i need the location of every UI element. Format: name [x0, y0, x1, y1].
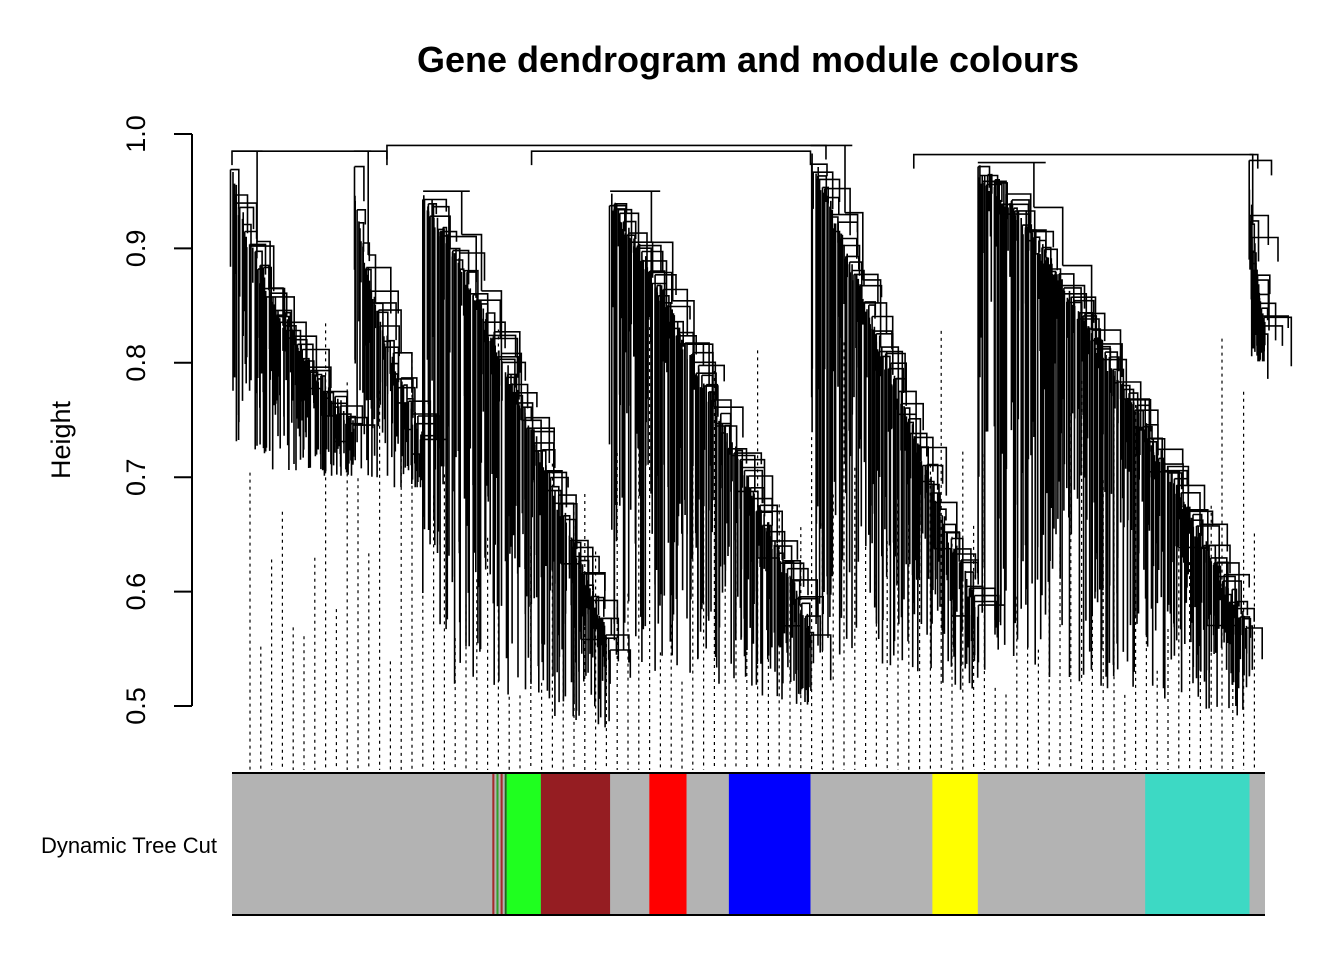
tree-cluster [1248, 153, 1293, 379]
tree-cluster [422, 190, 632, 728]
module-red [649, 773, 687, 915]
chart-title: Gene dendrogram and module colours [417, 39, 1079, 80]
y-tick-label: 0.9 [121, 230, 151, 268]
module-green [496, 773, 499, 915]
module-brown [500, 773, 503, 915]
module-blue [728, 773, 811, 915]
top-merge [530, 150, 812, 166]
tree-branches [608, 190, 832, 705]
tree-cluster [608, 190, 832, 705]
tree-branches [422, 190, 632, 728]
tree-cluster [229, 150, 376, 476]
module-darkgreen [504, 773, 507, 915]
module-turquoise [1145, 773, 1250, 915]
y-tick-label: 0.5 [121, 687, 151, 725]
top-merge [386, 144, 827, 160]
y-axis: 0.5 0.6 0.7 0.8 0.9 1.0 [121, 115, 193, 725]
tree-cluster [977, 161, 1263, 716]
y-tick-label: 0.8 [121, 344, 151, 382]
colour-band-label: Dynamic Tree Cut [41, 833, 217, 858]
module-brown [540, 773, 611, 915]
top-merge [231, 150, 388, 166]
y-tick-label: 1.0 [121, 115, 151, 153]
y-tick-label: 0.7 [121, 458, 151, 496]
tree-branches [1248, 153, 1293, 379]
module-yellow [932, 773, 978, 915]
top-merge [912, 153, 1259, 169]
y-axis-label: Height [46, 400, 76, 479]
dendrogram-tree [229, 144, 1293, 728]
module-colour-band [232, 772, 1265, 916]
module-green [506, 773, 541, 915]
tree-cluster [810, 144, 1006, 690]
tree-branches [810, 144, 1006, 690]
tree-branches [977, 161, 1263, 716]
tree-branches [229, 150, 376, 476]
y-tick-label: 0.6 [121, 573, 151, 611]
module-brown [492, 773, 495, 915]
